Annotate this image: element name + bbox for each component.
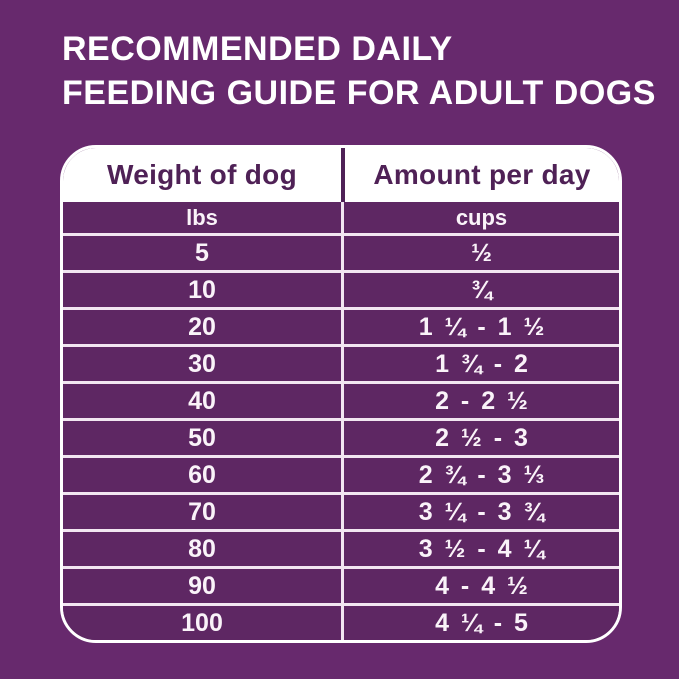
table-row: 5 ½ xyxy=(63,233,619,270)
table-row: 20 1 ¼ - 1 ½ xyxy=(63,307,619,344)
amount-cell: 1 ¾ - 2 xyxy=(341,347,619,381)
table-row: 90 4 - 4 ½ xyxy=(63,566,619,603)
weight-cell: 80 xyxy=(188,534,216,563)
weight-cell: 60 xyxy=(188,460,216,489)
unit-cell-cups: cups xyxy=(341,202,619,233)
table-row: 40 2 - 2 ½ xyxy=(63,381,619,418)
amount-cell: ½ xyxy=(341,236,619,270)
amount-cell: 4 ¼ - 5 xyxy=(341,606,619,640)
table-row: 60 2 ¾ - 3 ⅓ xyxy=(63,455,619,492)
weight-cell: 40 xyxy=(188,386,216,415)
feeding-guide-table: Weight of dog Amount per day lbs cups 5 … xyxy=(60,145,622,643)
weight-cell: 50 xyxy=(188,423,216,452)
units-row: lbs cups xyxy=(63,202,619,233)
weight-cell: 5 xyxy=(195,238,209,267)
page-title-line-2: FEEDING GUIDE FOR ADULT DOGS xyxy=(62,73,656,112)
table-header-row: Weight of dog Amount per day xyxy=(63,148,619,202)
amount-cell: 3 ¼ - 3 ¾ xyxy=(341,495,619,529)
weight-cell: 10 xyxy=(188,275,216,304)
weight-cell: 30 xyxy=(188,349,216,378)
table-row: 10 ¾ xyxy=(63,270,619,307)
amount-cell: 3 ½ - 4 ¼ xyxy=(341,532,619,566)
amount-cell: 1 ¼ - 1 ½ xyxy=(341,310,619,344)
table-row: 100 4 ¼ - 5 xyxy=(63,603,619,640)
table-row: 50 2 ½ - 3 xyxy=(63,418,619,455)
table-row: 30 1 ¾ - 2 xyxy=(63,344,619,381)
amount-cell: ¾ xyxy=(341,273,619,307)
amount-cell: 2 ¾ - 3 ⅓ xyxy=(341,458,619,492)
weight-cell: 100 xyxy=(181,608,223,637)
amount-cell: 2 ½ - 3 xyxy=(341,421,619,455)
header-cell-amount: Amount per day xyxy=(341,148,619,202)
weight-cell: 20 xyxy=(188,312,216,341)
weight-cell: 90 xyxy=(188,571,216,600)
amount-cell: 4 - 4 ½ xyxy=(341,569,619,603)
header-cell-weight: Weight of dog xyxy=(106,159,297,190)
table-row: 80 3 ½ - 4 ¼ xyxy=(63,529,619,566)
unit-cell-lbs: lbs xyxy=(186,204,218,230)
page-title-line-1: RECOMMENDED DAILY xyxy=(62,30,453,68)
weight-cell: 70 xyxy=(188,497,216,526)
table-row: 70 3 ¼ - 3 ¾ xyxy=(63,492,619,529)
amount-cell: 2 - 2 ½ xyxy=(341,384,619,418)
page-title: RECOMMENDED DAILY FEEDING GUIDE FOR ADUL… xyxy=(62,28,656,115)
